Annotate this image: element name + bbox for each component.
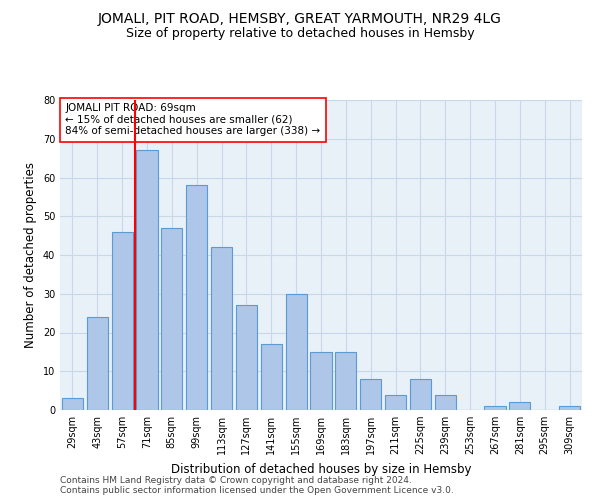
Text: Contains public sector information licensed under the Open Government Licence v3: Contains public sector information licen…	[60, 486, 454, 495]
Text: JOMALI PIT ROAD: 69sqm
← 15% of detached houses are smaller (62)
84% of semi-det: JOMALI PIT ROAD: 69sqm ← 15% of detached…	[65, 103, 320, 136]
Bar	[161, 228, 182, 410]
Y-axis label: Number of detached properties: Number of detached properties	[24, 162, 37, 348]
Bar	[261, 344, 282, 410]
Bar	[360, 379, 381, 410]
Bar	[484, 406, 506, 410]
Bar	[136, 150, 158, 410]
Bar	[62, 398, 83, 410]
Bar	[236, 306, 257, 410]
Bar	[211, 247, 232, 410]
Bar	[286, 294, 307, 410]
Text: Contains HM Land Registry data © Crown copyright and database right 2024.: Contains HM Land Registry data © Crown c…	[60, 476, 412, 485]
X-axis label: Distribution of detached houses by size in Hemsby: Distribution of detached houses by size …	[171, 462, 471, 475]
Bar	[410, 379, 431, 410]
Bar	[385, 394, 406, 410]
Bar	[112, 232, 133, 410]
Bar	[509, 402, 530, 410]
Text: Size of property relative to detached houses in Hemsby: Size of property relative to detached ho…	[125, 28, 475, 40]
Bar	[186, 185, 207, 410]
Text: JOMALI, PIT ROAD, HEMSBY, GREAT YARMOUTH, NR29 4LG: JOMALI, PIT ROAD, HEMSBY, GREAT YARMOUTH…	[98, 12, 502, 26]
Bar	[87, 317, 108, 410]
Bar	[335, 352, 356, 410]
Bar	[310, 352, 332, 410]
Bar	[435, 394, 456, 410]
Bar	[559, 406, 580, 410]
